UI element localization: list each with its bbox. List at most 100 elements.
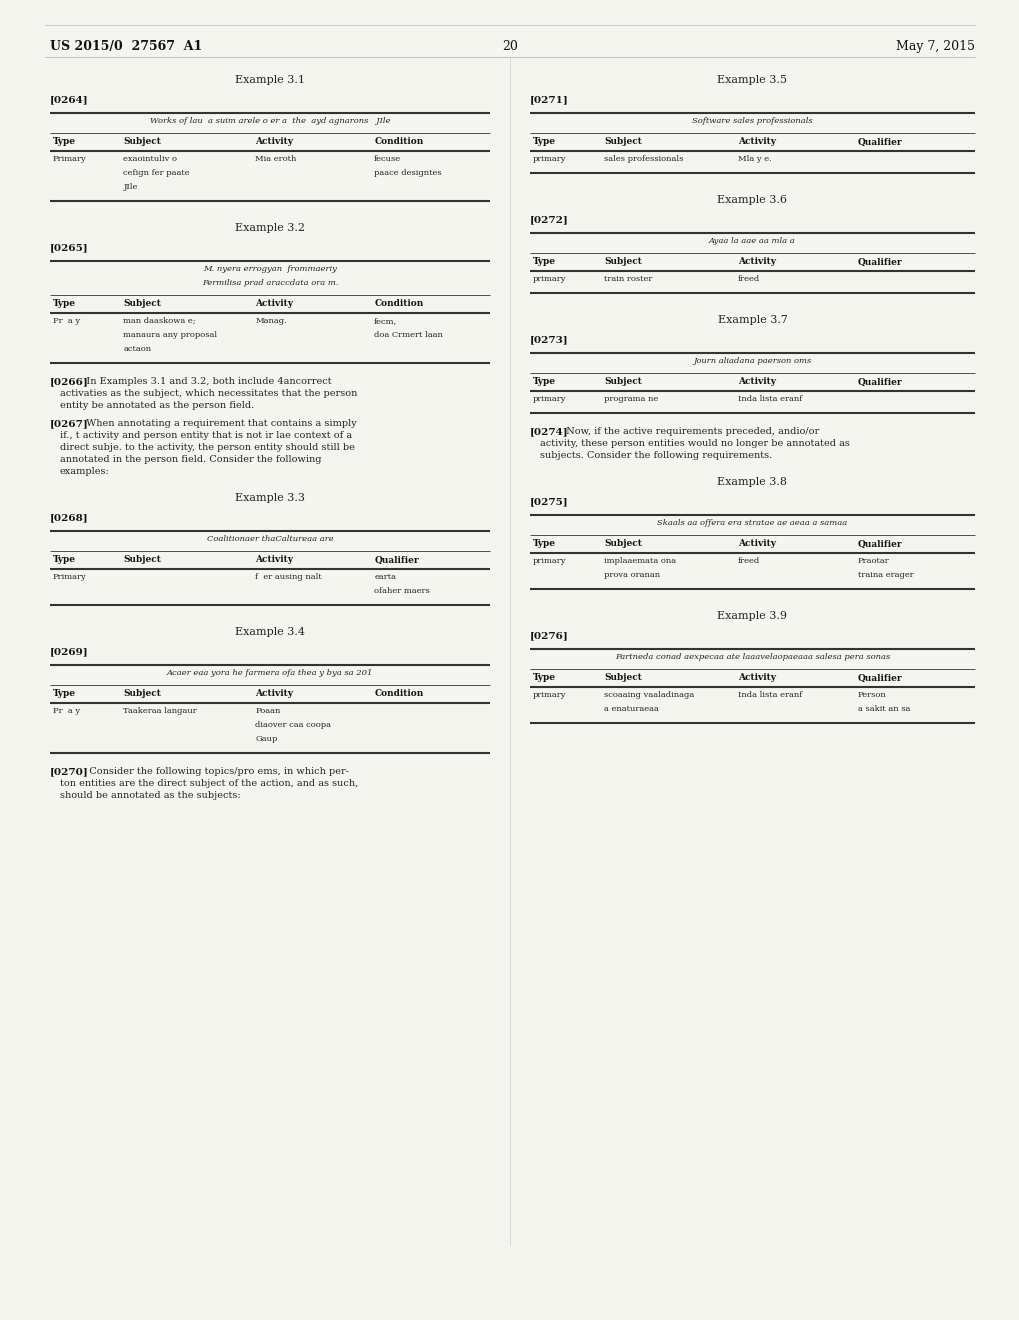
Text: Activity: Activity — [255, 689, 293, 698]
Text: [0266]: [0266] — [50, 378, 89, 385]
Text: [0272]: [0272] — [530, 215, 569, 224]
Text: JIle: JIle — [123, 183, 138, 191]
Text: man daaskowa e;: man daaskowa e; — [123, 317, 196, 325]
Text: Qualifier: Qualifier — [857, 378, 902, 387]
Text: Type: Type — [53, 137, 76, 147]
Text: scoaaing vaaladinaga: scoaaing vaaladinaga — [603, 690, 694, 700]
Text: 20: 20 — [501, 40, 518, 53]
Text: primary: primary — [533, 690, 566, 700]
Text: Example 3.3: Example 3.3 — [234, 492, 305, 503]
Text: Subject: Subject — [603, 540, 641, 549]
Text: When annotating a requirement that contains a simply: When annotating a requirement that conta… — [79, 418, 357, 428]
Text: Mla y e.: Mla y e. — [737, 154, 770, 162]
Text: ofaher maers: ofaher maers — [374, 587, 430, 595]
Text: [0268]: [0268] — [50, 513, 89, 521]
Text: [0274]: [0274] — [530, 426, 568, 436]
Text: Example 3.5: Example 3.5 — [716, 75, 787, 84]
Text: Now, if the active requirements preceded, andio/or: Now, if the active requirements preceded… — [559, 426, 818, 436]
Text: Software sales professionals: Software sales professionals — [692, 117, 812, 125]
Text: Partneda conad aexpecaa ate laaavelaopaeaaa salesa pera sonas: Partneda conad aexpecaa ate laaavelaopae… — [614, 653, 890, 661]
Text: actaon: actaon — [123, 345, 152, 352]
Text: traina erager: traina erager — [857, 572, 913, 579]
Text: Gaup: Gaup — [255, 735, 277, 743]
Text: [0275]: [0275] — [530, 498, 568, 506]
Text: Subject: Subject — [123, 137, 161, 147]
Text: Subject: Subject — [603, 137, 641, 147]
Text: Activity: Activity — [737, 257, 774, 267]
Text: Poaan: Poaan — [255, 708, 280, 715]
Text: exaointuliv o: exaointuliv o — [123, 154, 177, 162]
Text: direct subje. to the activity, the person entity should still be: direct subje. to the activity, the perso… — [60, 444, 355, 451]
Text: Type: Type — [53, 556, 76, 565]
Text: fecuse: fecuse — [374, 154, 400, 162]
Text: programa ne: programa ne — [603, 395, 658, 403]
Text: Qualifier: Qualifier — [374, 556, 419, 565]
Text: Type: Type — [53, 689, 76, 698]
Text: [0264]: [0264] — [50, 95, 89, 104]
Text: Activity: Activity — [255, 556, 293, 565]
Text: Pr  a y: Pr a y — [53, 708, 81, 715]
Text: Type: Type — [533, 137, 555, 147]
Text: Permilisa prad araccdata ora m.: Permilisa prad araccdata ora m. — [202, 279, 338, 286]
Text: paace designtes: paace designtes — [374, 169, 441, 177]
Text: Ayaa la aae aa mla a: Ayaa la aae aa mla a — [708, 238, 795, 246]
Text: Journ aliadana paerson oms: Journ aliadana paerson oms — [693, 356, 811, 366]
Text: Qualifier: Qualifier — [857, 137, 902, 147]
Text: [0265]: [0265] — [50, 243, 89, 252]
Text: [0270]: [0270] — [50, 767, 89, 776]
Text: sales professionals: sales professionals — [603, 154, 683, 162]
Text: [0271]: [0271] — [530, 95, 569, 104]
Text: activaties as the subject, which necessitates that the person: activaties as the subject, which necessi… — [60, 389, 357, 399]
Text: Type: Type — [533, 378, 555, 387]
Text: cefign fer paate: cefign fer paate — [123, 169, 190, 177]
Text: Type: Type — [533, 257, 555, 267]
Text: [0276]: [0276] — [530, 631, 569, 640]
Text: Type: Type — [533, 540, 555, 549]
Text: Activity: Activity — [737, 673, 774, 682]
Text: Activity: Activity — [737, 540, 774, 549]
Text: Primary: Primary — [53, 154, 87, 162]
Text: ton entities are the direct subject of the action, and as such,: ton entities are the direct subject of t… — [60, 779, 358, 788]
Text: freed: freed — [737, 557, 759, 565]
Text: Example 3.1: Example 3.1 — [234, 75, 305, 84]
Text: Example 3.2: Example 3.2 — [234, 223, 305, 234]
Text: Consider the following topics/pro ems, in which per-: Consider the following topics/pro ems, i… — [79, 767, 348, 776]
Text: annotated in the person field. Consider the following: annotated in the person field. Consider … — [60, 455, 321, 465]
Text: Praotar: Praotar — [857, 557, 889, 565]
Text: [0273]: [0273] — [530, 335, 568, 345]
Text: Subject: Subject — [123, 300, 161, 309]
Text: Subject: Subject — [603, 378, 641, 387]
Text: Qualifier: Qualifier — [857, 673, 902, 682]
Text: Subject: Subject — [603, 257, 641, 267]
Text: subjects. Consider the following requirements.: subjects. Consider the following require… — [539, 451, 771, 459]
Text: Example 3.4: Example 3.4 — [234, 627, 305, 638]
Text: Skaals aa offera era stratae ae aeaa a samaa: Skaals aa offera era stratae ae aeaa a s… — [656, 519, 847, 527]
Text: doa Crmert laan: doa Crmert laan — [374, 331, 442, 339]
Text: Subject: Subject — [123, 689, 161, 698]
Text: entity be annotated as the person field.: entity be annotated as the person field. — [60, 401, 254, 411]
Text: Activity: Activity — [255, 300, 293, 309]
Text: a enaturaeaa: a enaturaeaa — [603, 705, 658, 713]
Text: fecm,: fecm, — [374, 317, 397, 325]
Text: Qualifier: Qualifier — [857, 257, 902, 267]
Text: Example 3.7: Example 3.7 — [716, 315, 787, 325]
Text: diaover caa coopa: diaover caa coopa — [255, 721, 331, 729]
Text: Condition: Condition — [374, 689, 423, 698]
Text: Activity: Activity — [737, 137, 774, 147]
Text: Subject: Subject — [603, 673, 641, 682]
Text: Example 3.9: Example 3.9 — [716, 611, 787, 620]
Text: Activity: Activity — [737, 378, 774, 387]
Text: [0267]: [0267] — [50, 418, 89, 428]
Text: prova oranan: prova oranan — [603, 572, 659, 579]
Text: Person: Person — [857, 690, 886, 700]
Text: Manag.: Manag. — [255, 317, 287, 325]
Text: [0269]: [0269] — [50, 647, 89, 656]
Text: Subject: Subject — [123, 556, 161, 565]
Text: primary: primary — [533, 395, 566, 403]
Text: a sakit an sa: a sakit an sa — [857, 705, 909, 713]
Text: Condition: Condition — [374, 300, 423, 309]
Text: manaura any proposal: manaura any proposal — [123, 331, 217, 339]
Text: Acaer eaa yora he farmera ofa thea y bya sa 201: Acaer eaa yora he farmera ofa thea y bya… — [167, 669, 373, 677]
Text: Works of lau  a suim arele o er a  the  ayd agnarons   JIle: Works of lau a suim arele o er a the ayd… — [150, 117, 390, 125]
Text: Inda lista eranf: Inda lista eranf — [737, 690, 801, 700]
